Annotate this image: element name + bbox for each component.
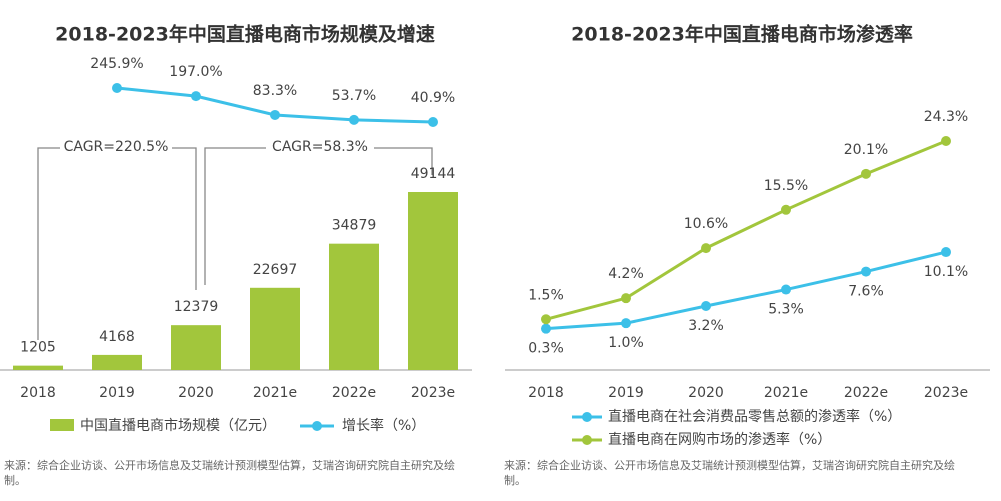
legend-swatch: [50, 419, 74, 431]
line: [545, 139, 947, 321]
data-label: 3.2%: [688, 318, 724, 334]
chart-title: 2018-2023年中国直播电商市场规模及增速: [55, 23, 435, 46]
data-label: 20.1%: [844, 142, 888, 158]
data-label: 22697: [253, 262, 298, 278]
data-label: 53.7%: [332, 88, 376, 104]
point: [861, 168, 871, 179]
data-label: 1.5%: [528, 287, 564, 303]
legend-marker: [582, 412, 592, 422]
bar: [92, 354, 142, 370]
annotation: CAGR=58.3%: [272, 139, 368, 155]
data-label: 24.3%: [924, 109, 968, 125]
data-label: 10.1%: [924, 264, 968, 280]
x-tick-label: 2022e: [844, 385, 888, 401]
point: [191, 91, 201, 102]
legend-label: 直播电商在网购市场的渗透率（%）: [608, 431, 831, 448]
cagr-brackets: [37, 147, 433, 340]
x-tick-label: 2018: [20, 385, 56, 401]
data-label: 10.6%: [684, 216, 728, 232]
data-label: 49144: [411, 166, 456, 182]
point: [781, 284, 791, 295]
x-tick-label: 2020: [688, 385, 724, 401]
point: [861, 266, 871, 277]
x-tick-label: 2020: [178, 385, 214, 401]
legend-marker: [312, 421, 322, 431]
point: [541, 323, 551, 334]
legend-label: 增长率（%）: [342, 417, 425, 434]
line: [545, 250, 947, 331]
data-label: 4.2%: [608, 266, 644, 282]
legend-label: 直播电商在社会消费品零售总额的渗透率（%）: [608, 408, 901, 425]
data-label: 197.0%: [169, 64, 222, 80]
x-tick-label: 2019: [608, 385, 644, 401]
data-label: 0.3%: [528, 341, 564, 357]
annotation: CAGR=220.5%: [64, 139, 169, 155]
x-tick-label: 2023e: [924, 385, 968, 401]
point: [270, 109, 280, 120]
data-label: 7.6%: [848, 284, 884, 300]
x-tick-label: 2023e: [411, 385, 455, 401]
bracket: [204, 147, 266, 285]
bracket: [374, 147, 433, 175]
data-label: 83.3%: [253, 83, 297, 99]
x-tick-label: 2019: [99, 385, 135, 401]
chart-title: 2018-2023年中国直播电商市场渗透率: [571, 23, 913, 46]
x-tick-label: 2021e: [764, 385, 808, 401]
x-tick-label: 2022e: [332, 385, 376, 401]
point: [541, 314, 551, 325]
bar: [329, 243, 379, 370]
point: [349, 114, 359, 125]
data-label: 245.9%: [90, 56, 143, 72]
data-label: 40.9%: [411, 90, 455, 106]
point: [941, 136, 951, 146]
data-label: 1.0%: [608, 335, 644, 351]
source: 来源：综合企业访谈、公开市场信息及艾瑞统计预测模型估算，艾瑞咨询研究院自主研究及…: [504, 459, 955, 487]
point: [701, 243, 711, 254]
point: [701, 300, 711, 311]
legend-label: 中国直播电商市场规模（亿元）: [80, 417, 276, 434]
point: [428, 117, 438, 127]
x-tick-label: 2021e: [253, 385, 297, 401]
bar: [171, 325, 221, 370]
point: [781, 204, 791, 215]
data-label: 5.3%: [768, 302, 804, 318]
data-label: 15.5%: [764, 178, 808, 194]
data-label: 1205: [20, 340, 56, 356]
bracket: [172, 147, 197, 290]
bar: [13, 365, 63, 370]
bracket: [37, 147, 60, 340]
source: 来源：综合企业访谈、公开市场信息及艾瑞统计预测模型估算，艾瑞咨询研究院自主研究及…: [4, 459, 455, 487]
bar: [250, 287, 300, 370]
bar: [408, 192, 458, 370]
data-label: 12379: [174, 299, 219, 315]
data-label: 34879: [332, 218, 377, 234]
point: [621, 293, 631, 304]
legend-marker: [582, 435, 592, 445]
data-label: 4168: [99, 329, 135, 345]
point: [112, 83, 122, 93]
point: [621, 318, 631, 329]
point: [941, 247, 951, 258]
x-tick-label: 2018: [528, 385, 564, 401]
